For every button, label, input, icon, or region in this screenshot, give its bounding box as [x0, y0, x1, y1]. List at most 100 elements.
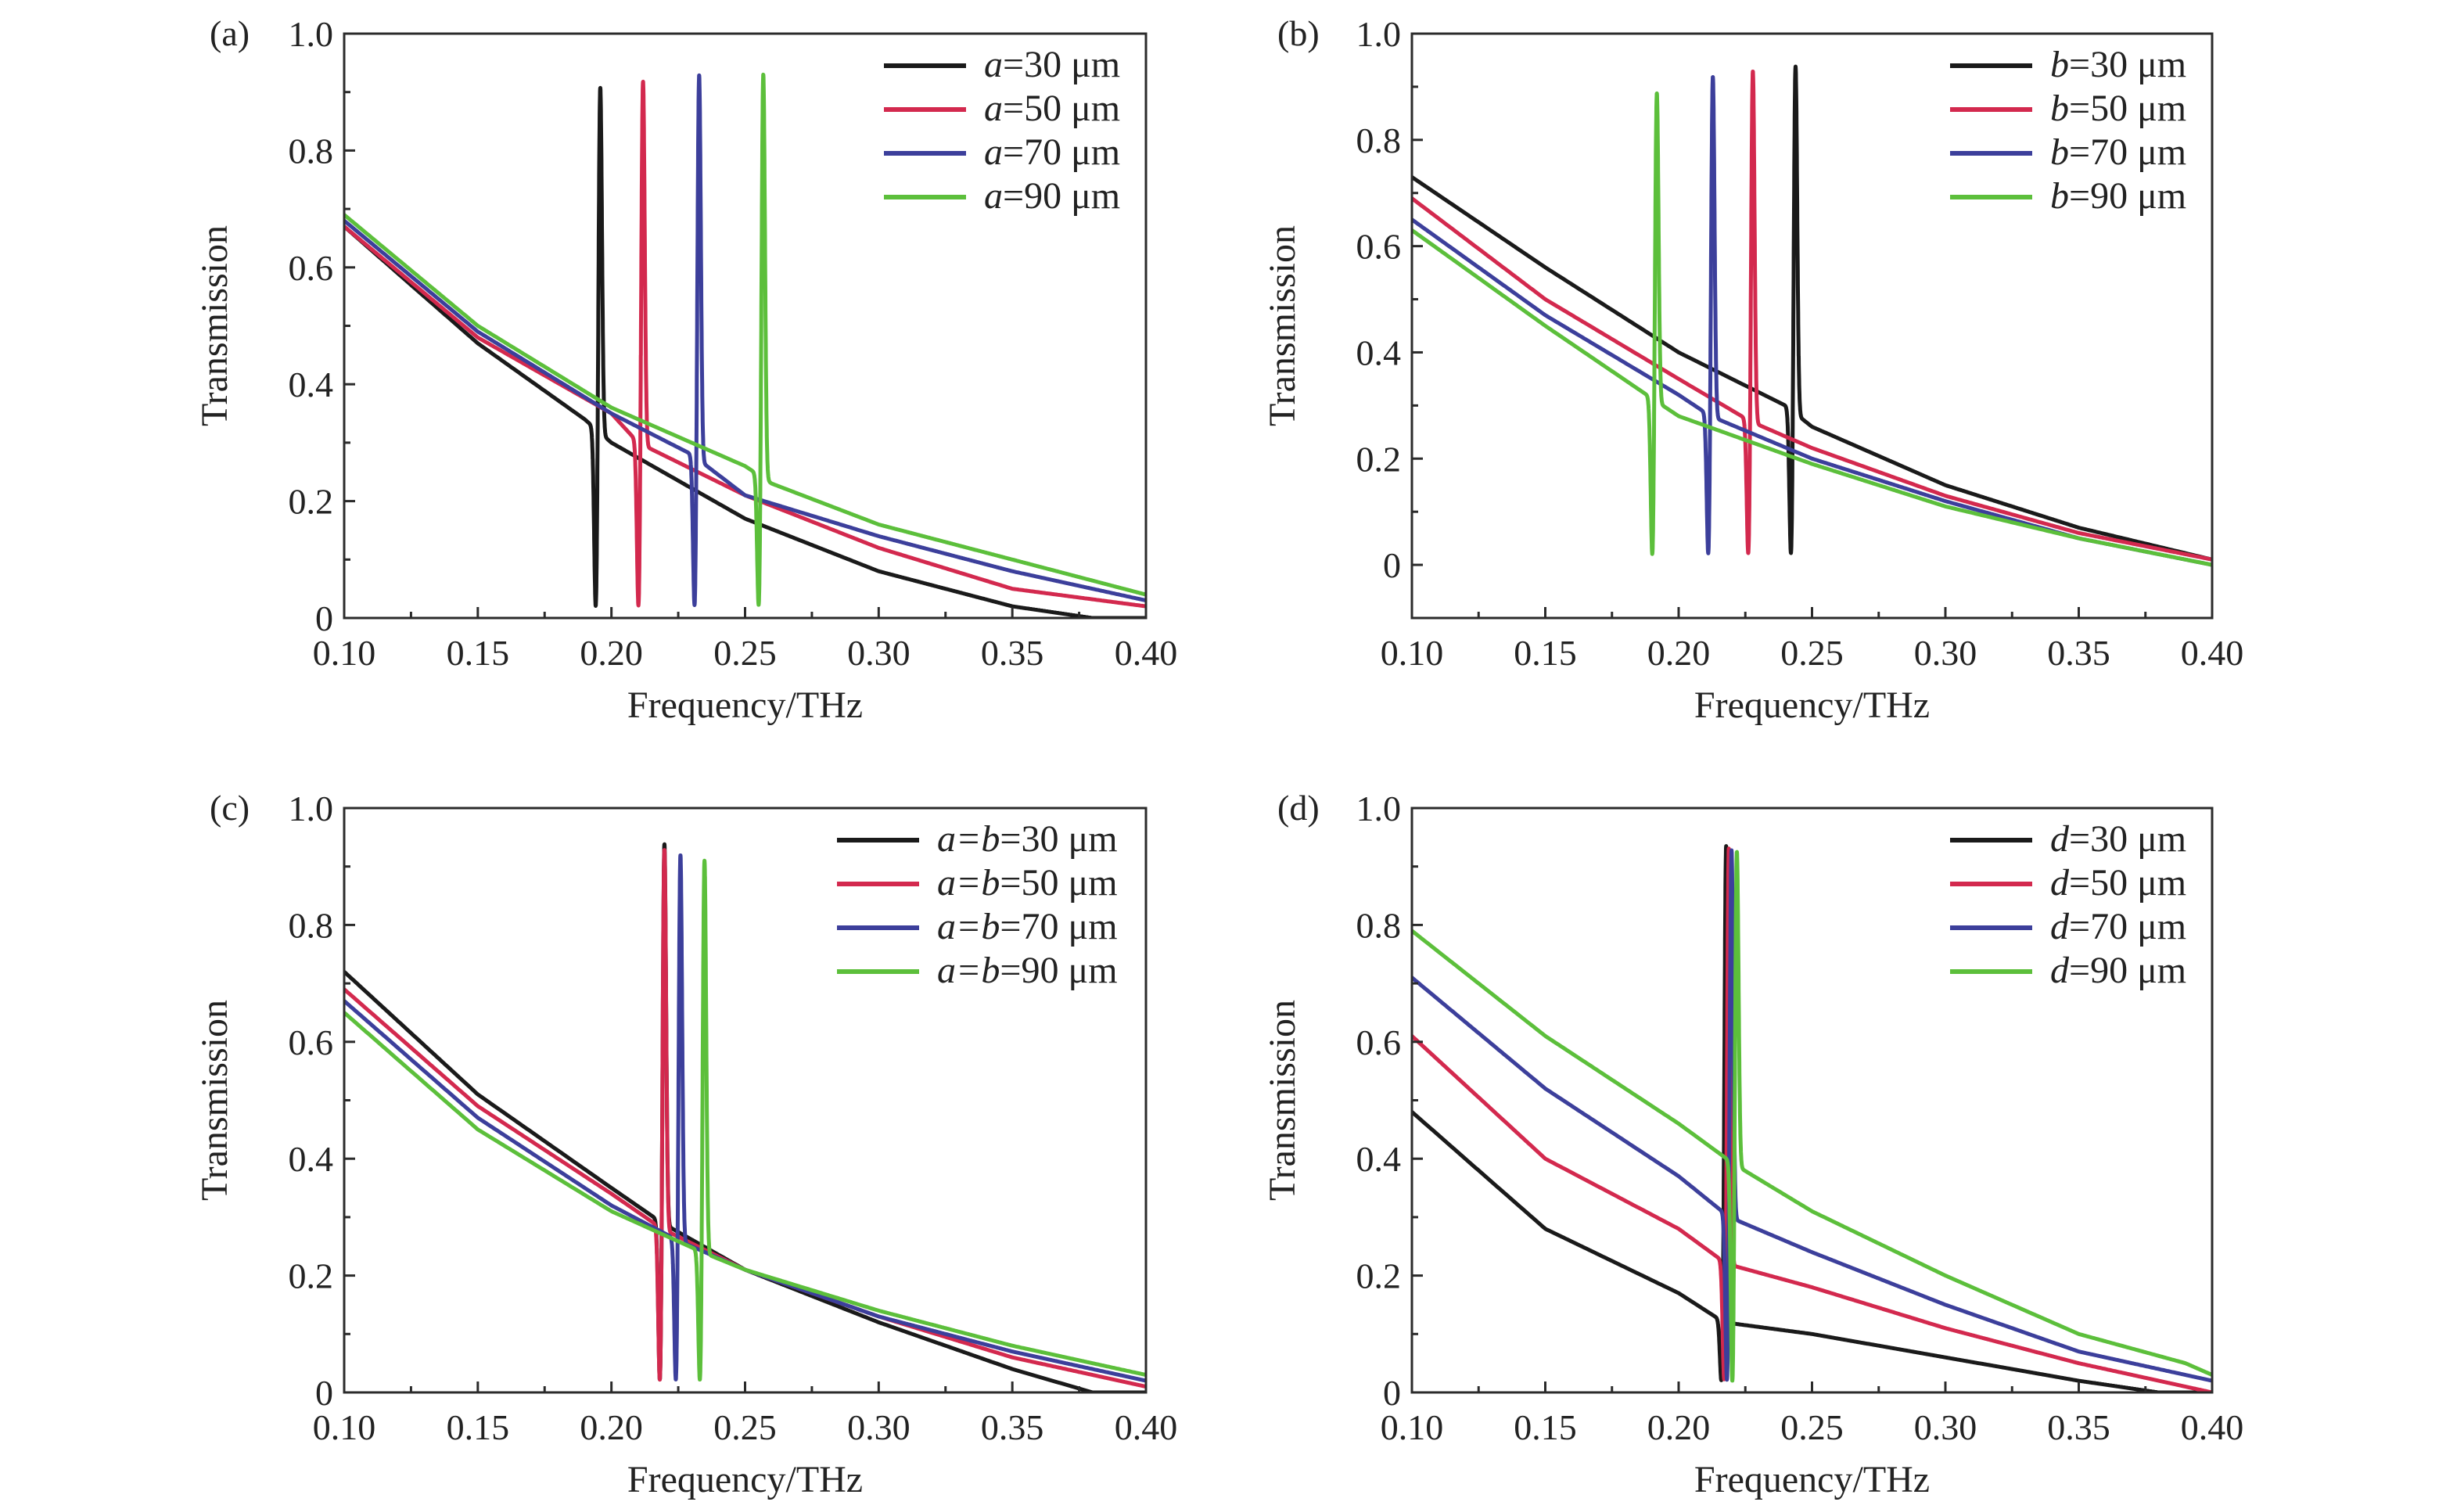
- y-tick-label: 0.4: [1356, 1139, 1402, 1179]
- x-tick-label: 0.10: [1381, 633, 1444, 673]
- legend: b=30 μmb=50 μmb=70 μmb=90 μm: [1950, 44, 2186, 217]
- y-tick-label: 0.8: [1356, 905, 1402, 945]
- x-tick-label: 0.25: [1780, 1407, 1844, 1447]
- chart-panel-b: (b) 0.10 0.15 0.20 0.25 0.30 0.35 0.40 0 0.2 0.4 0.…: [1262, 13, 2243, 726]
- x-tick-label: 0.40: [2181, 633, 2244, 673]
- legend-entry: a=b=30 μm: [937, 818, 1118, 860]
- x-tick-label: 0.15: [447, 1407, 510, 1447]
- legend: a=30 μma=50 μma=70 μma=90 μm: [884, 44, 1120, 217]
- legend-entry: a=30 μm: [984, 44, 1120, 85]
- x-tick-label: 0.10: [313, 633, 376, 673]
- y-tick-label: 1.0: [1356, 14, 1402, 54]
- series-line-1: [1412, 64, 2212, 562]
- x-tick-label: 0.30: [1914, 633, 1977, 673]
- series-line-4: [1412, 91, 2212, 567]
- x-tick-label: 0.25: [713, 1407, 777, 1447]
- x-axis-label: Frequency/THz: [1694, 1459, 1930, 1500]
- series-line-2: [344, 79, 1146, 609]
- x-tick-label: 0.25: [713, 633, 777, 673]
- y-tick-label: 1.0: [289, 14, 334, 54]
- x-tick-label: 0.15: [1514, 633, 1577, 673]
- legend-entry: a=b=90 μm: [937, 950, 1118, 991]
- y-tick-label: 0: [315, 598, 333, 638]
- x-axis-label: Frequency/THz: [1694, 684, 1930, 726]
- panel-label: (c): [210, 788, 250, 828]
- x-tick-label: 0.10: [313, 1407, 376, 1447]
- y-tick-label: 0.8: [289, 131, 334, 171]
- legend: a=b=30 μma=b=50 μma=b=70 μma=b=90 μm: [837, 818, 1118, 991]
- panel-label: (a): [210, 13, 250, 53]
- legend-entry: a=90 μm: [984, 175, 1120, 217]
- series-line-3: [1412, 848, 2212, 1383]
- y-tick-label: 0.4: [289, 1139, 334, 1179]
- chart-panel-c: (c) 0.10 0.15 0.20 0.25 0.30 0.35 0.40 0 0.2 0.4 0.…: [194, 788, 1177, 1500]
- y-tick-label: 0: [1383, 545, 1401, 585]
- y-tick-label: 0.2: [289, 1256, 334, 1296]
- panel-label: (d): [1277, 788, 1320, 828]
- panel-label: (b): [1277, 13, 1320, 53]
- y-tick-label: 0.2: [289, 482, 334, 522]
- y-tick-label: 0: [1383, 1373, 1401, 1413]
- y-tick-label: 0.2: [1356, 439, 1402, 479]
- series-line-3: [344, 73, 1146, 607]
- y-tick-label: 0.2: [1356, 1256, 1402, 1296]
- legend-entry: b=50 μm: [2050, 88, 2186, 129]
- x-tick-label: 0.35: [2047, 1407, 2110, 1447]
- series-group: [1412, 844, 2212, 1392]
- legend-entry: d=50 μm: [2050, 862, 2186, 904]
- chart-panel-d: (d) 0.10 0.15 0.20 0.25 0.30 0.35 0.40 0 0.2 0.4 0.…: [1262, 788, 2243, 1500]
- y-tick-label: 0.6: [1356, 1022, 1402, 1062]
- legend-entry: d=70 μm: [2050, 906, 2186, 947]
- legend-entry: b=30 μm: [2050, 44, 2186, 85]
- x-tick-label: 0.35: [2047, 633, 2110, 673]
- x-axis-label: Frequency/THz: [627, 684, 863, 726]
- y-tick-label: 1.0: [289, 789, 334, 828]
- y-axis-label: Transmission: [194, 225, 235, 426]
- series-line-4: [344, 858, 1146, 1381]
- x-tick-label: 0.20: [580, 1407, 643, 1447]
- legend-entry: a=b=70 μm: [937, 906, 1118, 947]
- y-axis-label: Transmission: [1262, 1000, 1303, 1201]
- legend: d=30 μmd=50 μmd=70 μmd=90 μm: [1950, 818, 2186, 991]
- y-tick-label: 0.4: [289, 365, 334, 404]
- series-group: [1412, 64, 2212, 567]
- legend-entry: b=70 μm: [2050, 131, 2186, 173]
- series-line-4: [344, 72, 1146, 607]
- series-line-1: [344, 85, 1146, 618]
- series-line-3: [344, 853, 1146, 1383]
- x-tick-label: 0.25: [1780, 633, 1844, 673]
- x-tick-label: 0.40: [2181, 1407, 2244, 1447]
- y-axis-label: Transmission: [194, 1000, 235, 1201]
- legend-entry: a=50 μm: [984, 88, 1120, 129]
- x-axis-label: Frequency/THz: [627, 1459, 863, 1500]
- series-group: [344, 72, 1146, 618]
- x-tick-label: 0.15: [447, 633, 510, 673]
- legend-entry: b=90 μm: [2050, 175, 2186, 217]
- x-tick-label: 0.40: [1115, 1407, 1178, 1447]
- x-tick-label: 0.30: [847, 633, 911, 673]
- y-tick-label: 0.8: [1356, 120, 1402, 160]
- y-tick-label: 0.6: [289, 1022, 334, 1062]
- x-tick-label: 0.10: [1381, 1407, 1444, 1447]
- x-tick-label: 0.40: [1115, 633, 1178, 673]
- y-tick-label: 0.6: [289, 248, 334, 288]
- y-tick-label: 0: [315, 1373, 333, 1413]
- legend-entry: d=30 μm: [2050, 818, 2186, 860]
- series-line-2: [344, 848, 1146, 1389]
- series-line-4: [1412, 850, 2212, 1383]
- y-tick-label: 0.6: [1356, 227, 1402, 267]
- x-tick-label: 0.35: [981, 633, 1044, 673]
- x-tick-label: 0.20: [1647, 633, 1711, 673]
- y-tick-label: 0.4: [1356, 332, 1402, 372]
- x-tick-label: 0.35: [981, 1407, 1044, 1447]
- y-tick-label: 0.8: [289, 905, 334, 945]
- legend-entry: a=b=50 μm: [937, 862, 1118, 904]
- x-tick-label: 0.20: [580, 633, 643, 673]
- chart-panel-a: (a) 0.10 0.15 0.20 0.25 0.30 0.35 0.40 0 0.2 0.4 0.…: [194, 13, 1177, 726]
- series-line-2: [1412, 70, 2212, 562]
- series-group: [344, 842, 1146, 1392]
- x-tick-label: 0.20: [1647, 1407, 1711, 1447]
- legend-entry: d=90 μm: [2050, 950, 2186, 991]
- legend-entry: a=70 μm: [984, 131, 1120, 173]
